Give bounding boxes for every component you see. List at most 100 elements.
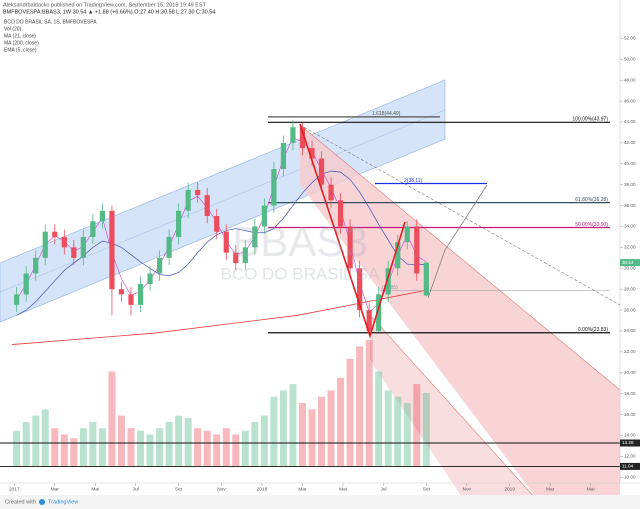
footer-text: Created with xyxy=(5,499,36,505)
fib-label: 2(38.11) xyxy=(404,178,423,184)
footer-bar xyxy=(0,495,640,509)
volume-bar xyxy=(222,428,230,466)
fib-label: 1.618(44.49) xyxy=(372,111,401,117)
y-tick-label: 34.00 xyxy=(624,224,636,229)
volume-bar xyxy=(289,384,297,466)
candle-body xyxy=(71,247,77,258)
x-tick-label: Set xyxy=(423,486,431,492)
volume-bar xyxy=(337,377,345,466)
y-tick-label: 38.00 xyxy=(624,182,636,187)
candle-body xyxy=(147,273,153,284)
y-tick-label: 32.00 xyxy=(624,245,636,250)
y-tick-label: 20.00 xyxy=(624,370,636,375)
y-tick-label: 12.00 xyxy=(624,454,636,459)
candle-body xyxy=(99,210,106,222)
x-tick-label: Nov xyxy=(463,486,472,492)
volume-bar xyxy=(32,415,40,466)
volume-bar xyxy=(98,428,106,466)
plot-area: 1.618(44.49) 100.00%(43.97) 2(38.11) 61.80%… xyxy=(0,111,620,467)
last-price-badge xyxy=(620,259,640,267)
volume-bar xyxy=(127,428,135,466)
x-tick-label: 2019 xyxy=(504,486,515,492)
candle-body xyxy=(137,283,144,305)
x-tick-label: Mar xyxy=(51,486,60,492)
volume-bar xyxy=(60,434,68,466)
volume-bar xyxy=(184,418,192,466)
symbol-line: BMFBOVESPA:BBAS3, 1W 30.54 ▲ +1.88 (+6.6… xyxy=(3,9,215,15)
y-tick-label: 36.00 xyxy=(624,203,636,208)
x-tick-label: Mai xyxy=(91,486,99,492)
fib-label: 50.00%(33.90) xyxy=(575,222,608,228)
volume-bar xyxy=(365,340,373,466)
y-tick-label: 26.00 xyxy=(624,307,636,312)
y-tick-label: 42.00 xyxy=(624,140,636,145)
legend-entry: MA (21, close) xyxy=(4,33,36,39)
volume-bar xyxy=(213,434,221,466)
volume-bar xyxy=(108,371,116,466)
fib-label: 0.00%(23.83) xyxy=(578,327,608,333)
volume-bar xyxy=(22,421,30,466)
candle-body xyxy=(80,236,86,258)
candle-body xyxy=(261,205,267,227)
candle-body xyxy=(242,247,248,264)
projection-drawing xyxy=(427,184,488,299)
candle-body xyxy=(118,289,125,295)
volume-bar xyxy=(41,409,49,466)
volume-bar xyxy=(394,396,402,466)
axes: 52.00 50.00 48.00 46.00 44.00 42.00 40.00 38.00… xyxy=(9,36,640,492)
pitchfork-line xyxy=(369,314,546,509)
fib-label: 61.80%(36.28) xyxy=(575,197,608,203)
candle-body xyxy=(366,310,372,331)
candle-body xyxy=(299,127,306,149)
candle-body xyxy=(33,257,39,274)
candle-body xyxy=(214,216,220,232)
x-tick-label: Nov xyxy=(217,486,226,492)
candle-body xyxy=(337,200,344,227)
volume-bar xyxy=(241,430,249,466)
candle-body xyxy=(233,252,239,264)
footer-brand[interactable]: TradingView xyxy=(48,499,78,505)
fib-label: 100.00%(43.97) xyxy=(572,117,608,123)
candle-body xyxy=(185,189,191,211)
volume-bar xyxy=(251,421,259,466)
candle-body xyxy=(61,236,67,248)
candle-body xyxy=(385,268,391,295)
volume-bar xyxy=(165,421,173,466)
y-tick-label: 10.00 xyxy=(624,475,636,480)
volume-bar xyxy=(375,371,383,466)
pitchfork-upper xyxy=(300,125,620,509)
volume-bar xyxy=(175,415,183,466)
y-tick-label: 50.00 xyxy=(624,56,636,61)
volume-bar xyxy=(308,409,316,466)
wave-drawing xyxy=(299,123,406,339)
volume-bar xyxy=(70,438,78,466)
volume-bar xyxy=(346,358,354,466)
volume-bar xyxy=(413,384,421,466)
candle-body xyxy=(204,195,210,217)
y-tick-label: 24.00 xyxy=(624,328,636,333)
x-tick-label: 2017 xyxy=(9,486,20,492)
volume-bar xyxy=(298,403,306,466)
x-tick-label: Mai xyxy=(587,486,595,492)
legend-entry: BCO DO BRASIL SA, 1S, BMFBOVESPA xyxy=(4,19,97,25)
candle-body xyxy=(176,210,182,237)
candle-body xyxy=(252,226,258,248)
x-tick-label: Set xyxy=(175,486,183,492)
candle-body xyxy=(357,268,363,311)
candle-body xyxy=(404,226,410,243)
candle-body xyxy=(414,226,420,274)
candle-body xyxy=(423,262,429,296)
price-axis xyxy=(620,0,640,483)
candle-body xyxy=(309,148,315,159)
watermark: BBAS3 xyxy=(232,218,367,265)
candle-body xyxy=(128,294,134,305)
price-badge-label: 13.28 xyxy=(622,440,634,445)
logo xyxy=(39,499,45,505)
candle-body xyxy=(347,226,353,269)
y-tick-label: 28.00 xyxy=(624,286,636,291)
candle-body xyxy=(156,257,163,274)
volume-bar xyxy=(79,428,87,466)
y-tick-label: 30.00 xyxy=(624,265,636,270)
volume-bar xyxy=(146,434,154,466)
